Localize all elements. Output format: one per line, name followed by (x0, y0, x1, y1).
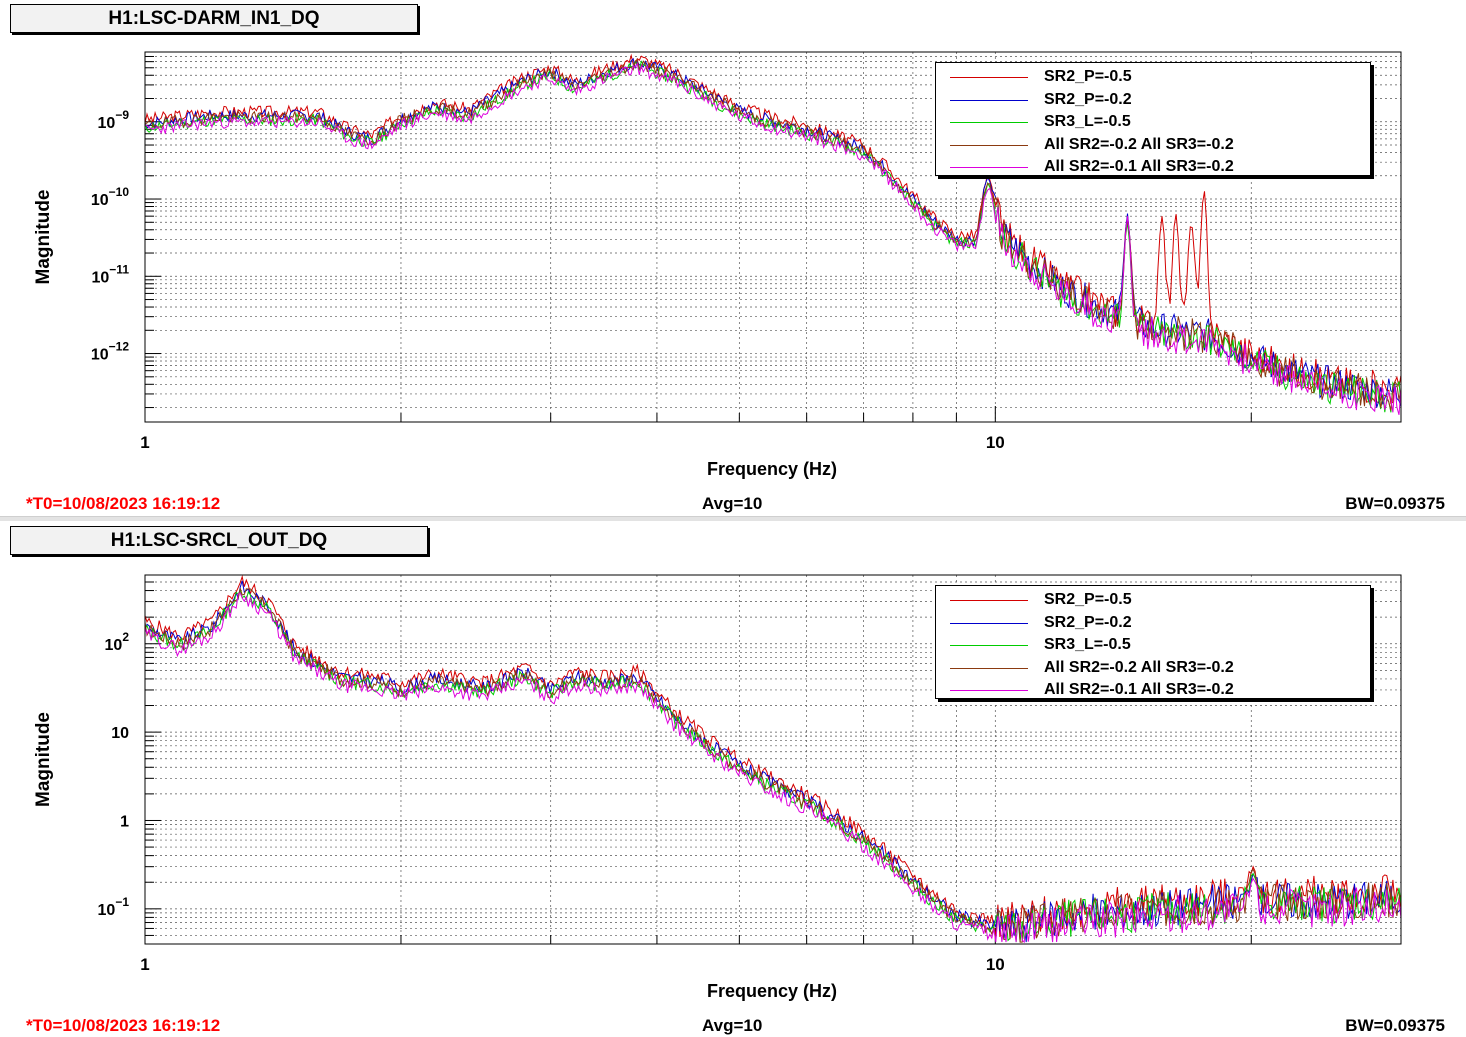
legend-swatch (950, 600, 1028, 601)
panel-title[interactable]: H1:LSC-DARM_IN1_DQ (10, 4, 418, 33)
legend-label: SR2_P=-0.2 (1044, 90, 1132, 108)
y-tick-label: 10−1 (98, 895, 130, 919)
series-line-2 (144, 60, 1402, 413)
panel-title[interactable]: H1:LSC-SRCL_OUT_DQ (10, 526, 428, 555)
y-tick-label: 102 (105, 630, 130, 654)
legend[interactable]: SR2_P=-0.5 SR2_P=-0.2 SR3_L=-0.5 All SR2=-0… (935, 62, 1371, 176)
bw-label: BW=0.09375 (1345, 494, 1445, 513)
y-tick-label: 10 (111, 725, 129, 742)
legend-swatch (950, 645, 1028, 646)
series-line-3 (144, 58, 1402, 411)
x-tick-label: 10 (986, 433, 1005, 452)
legend-swatch (950, 167, 1028, 168)
y-axis-label: Magnitude (33, 712, 54, 807)
legend-item[interactable]: All SR2=-0.1 All SR3=-0.2 (936, 157, 1366, 179)
y-tick-label: 10−11 (92, 262, 130, 286)
panel-darm: H1:LSC-DARM_IN1_DQ 10−9 10−10 10−11 10−12 1 1… (0, 0, 1466, 518)
y-tick-label: 10−12 (91, 340, 129, 364)
legend[interactable]: SR2_P=-0.5 SR2_P=-0.2 SR3_L=-0.5 All SR2=-0… (935, 585, 1371, 699)
legend-item[interactable]: SR2_P=-0.2 (936, 90, 1366, 112)
legend-label: All SR2=-0.1 All SR3=-0.2 (1044, 158, 1234, 175)
x-tick-label: 1 (140, 433, 149, 452)
legend-item[interactable]: SR2_P=-0.5 (936, 590, 1366, 612)
legend-swatch (950, 99, 1028, 101)
y-tick-label: 1 (120, 813, 129, 830)
legend-item[interactable]: All SR2=-0.1 All SR3=-0.2 (936, 680, 1366, 702)
legend-swatch (950, 690, 1028, 691)
x-axis-label: Frequency (Hz) (707, 459, 837, 479)
series-line-4 (144, 62, 1402, 416)
legend-item[interactable]: SR2_P=-0.5 (936, 67, 1366, 89)
legend-item[interactable]: SR3_L=-0.5 (936, 112, 1366, 134)
bw-label: BW=0.09375 (1345, 1016, 1445, 1035)
y-tick-label: 10−9 (98, 108, 130, 132)
x-tick-label: 10 (986, 955, 1005, 974)
series-line-4 (144, 592, 1402, 944)
legend-item[interactable]: All SR2=-0.2 All SR3=-0.2 (936, 658, 1366, 680)
legend-swatch (950, 667, 1028, 669)
x-axis-label: Frequency (Hz) (707, 981, 837, 1001)
avg-label: Avg=10 (702, 494, 763, 513)
legend-item[interactable]: SR3_L=-0.5 (936, 635, 1366, 657)
legend-label: SR2_P=-0.2 (1044, 613, 1132, 631)
y-axis-label: Magnitude (33, 190, 54, 285)
legend-swatch (950, 622, 1028, 624)
darm-plot[interactable]: 10−9 10−10 10−11 10−12 1 10 Frequency (Hz) Magn… (0, 0, 1466, 518)
legend-swatch (950, 77, 1028, 78)
legend-swatch (950, 144, 1028, 146)
legend-label: All SR2=-0.2 All SR3=-0.2 (1044, 658, 1234, 676)
legend-label: SR2_P=-0.5 (1044, 591, 1132, 608)
series-line-3 (144, 588, 1402, 943)
legend-swatch (950, 122, 1028, 123)
t0-label: *T0=10/08/2023 16:19:12 (26, 1016, 221, 1035)
legend-item[interactable]: SR2_P=-0.2 (936, 613, 1366, 635)
series-group (144, 53, 1402, 416)
legend-label: All SR2=-0.1 All SR3=-0.2 (1044, 681, 1234, 698)
avg-label: Avg=10 (702, 1016, 763, 1035)
plot-frame (144, 574, 1402, 945)
legend-label: SR2_P=-0.5 (1044, 68, 1132, 85)
legend-label: SR3_L=-0.5 (1044, 636, 1131, 653)
y-tick-label: 10−10 (91, 185, 129, 209)
legend-item[interactable]: All SR2=-0.2 All SR3=-0.2 (936, 135, 1366, 157)
panel-srcl: H1:LSC-SRCL_OUT_DQ 102 10 1 10−1 1 10 Frequenc… (0, 519, 1466, 1037)
t0-label: *T0=10/08/2023 16:19:12 (26, 494, 221, 513)
plot-frame (144, 51, 1402, 423)
legend-label: SR3_L=-0.5 (1044, 113, 1131, 130)
panel-divider (0, 516, 1466, 521)
x-tick-label: 1 (140, 955, 149, 974)
legend-label: All SR2=-0.2 All SR3=-0.2 (1044, 135, 1234, 153)
series-group (144, 574, 1402, 944)
